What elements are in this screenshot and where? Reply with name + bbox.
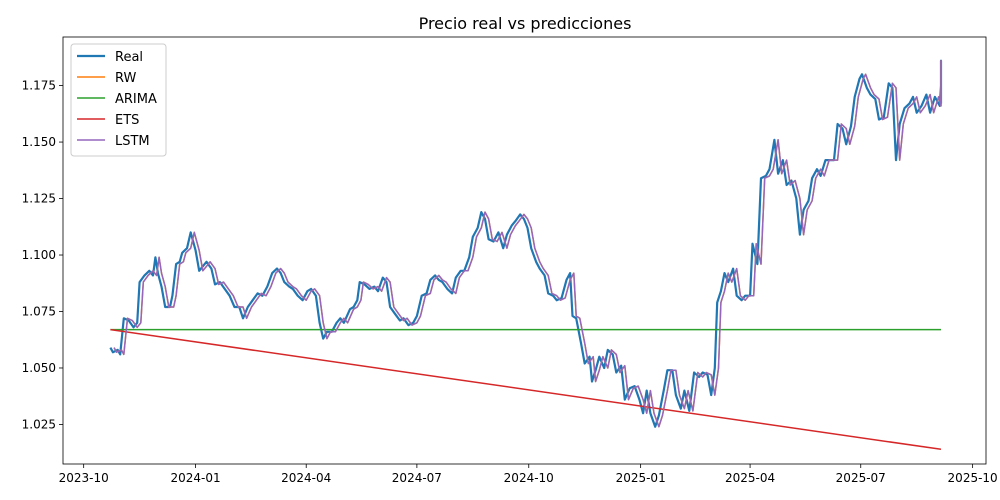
x-tick-label: 2025-01	[616, 471, 666, 485]
legend-label-arima: ARIMA	[115, 92, 157, 107]
series-line-ets	[110, 328, 942, 451]
x-tick-label: 2024-01	[170, 471, 220, 485]
legend-label-lstm: LSTM	[115, 134, 150, 149]
y-tick-label: 1.050	[22, 361, 56, 375]
y-tick-label: 1.100	[22, 248, 56, 262]
x-tick-label: 2025-07	[836, 471, 886, 485]
y-tick-label: 1.175	[22, 79, 56, 93]
y-tick-label: 1.075	[22, 305, 56, 319]
x-axis: 2023-10 2024-01 2024-04 2024-07 2024-10 2025-…	[59, 464, 998, 485]
x-tick-label: 2025-04	[725, 471, 775, 485]
legend-label-ets: ETS	[115, 113, 139, 128]
plot-area	[109, 59, 943, 451]
x-tick-label: 2024-07	[392, 471, 442, 485]
legend-box	[70, 43, 167, 157]
axes-frame	[62, 36, 987, 465]
y-tick-label: 1.025	[22, 417, 56, 431]
x-tick-label: 2025-10	[948, 471, 998, 485]
legend-label-real: Real	[115, 50, 143, 65]
x-tick-label: 2023-10	[59, 471, 109, 485]
chart-title: Precio real vs predicciones	[419, 14, 632, 33]
legend: Real RW ARIMA ETS LSTM	[70, 43, 167, 157]
x-tick-label: 2024-10	[504, 471, 554, 485]
series-line-lstm	[113, 59, 942, 428]
x-tick-label: 2024-04	[281, 471, 331, 485]
y-axis: 1.025 1.050 1.075 1.100 1.125 1.150 1.175	[22, 79, 63, 431]
legend-label-rw: RW	[115, 71, 137, 86]
y-tick-label: 1.125	[22, 192, 56, 206]
y-tick-label: 1.150	[22, 135, 56, 149]
